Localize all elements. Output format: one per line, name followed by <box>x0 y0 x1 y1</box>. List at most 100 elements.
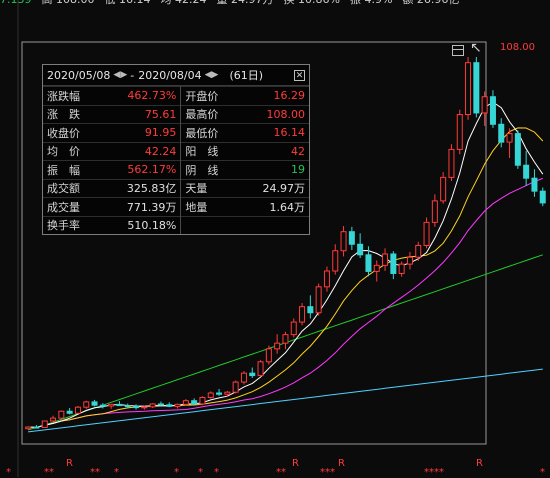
close-icon[interactable]: ✕ <box>294 69 305 81</box>
signal-marker: ** <box>276 467 286 478</box>
stats-label: 成交量 <box>43 197 101 216</box>
stats-label: 最低价 <box>180 123 239 142</box>
candle <box>274 334 281 354</box>
stats-value: 75.61 <box>100 104 182 124</box>
candle <box>216 388 223 396</box>
candle <box>323 266 330 292</box>
stats-value: 24.97万 <box>238 178 309 198</box>
window-icon[interactable] <box>452 45 464 56</box>
candle <box>531 169 538 197</box>
signal-markers: * ** R ** * * * * ** R *** R **** R * <box>0 458 550 478</box>
candle <box>448 144 455 182</box>
stats-value <box>238 215 309 234</box>
candle <box>124 403 131 409</box>
signal-marker: * <box>214 467 219 478</box>
candle <box>398 261 405 277</box>
candle <box>299 303 306 326</box>
signal-marker: R <box>66 458 73 469</box>
stats-row: 涨跌幅 462.73% 开盘价 16.29 <box>43 86 309 105</box>
candle <box>66 408 73 415</box>
selection-box <box>21 41 487 445</box>
candle <box>149 403 156 409</box>
stats-label: 振 幅 <box>43 160 101 179</box>
candle <box>440 172 447 204</box>
candle <box>465 57 472 120</box>
candle <box>99 403 106 409</box>
prev-next-icon[interactable]: ◀▶ <box>113 70 128 80</box>
candle <box>406 251 413 270</box>
quote-item: 7.139 <box>0 0 32 6</box>
stats-value: 462.73% <box>100 86 182 105</box>
stats-value: 16.14 <box>238 123 309 142</box>
stats-row: 振 幅 562.17% 阴 线 19 <box>43 160 309 179</box>
stats-value: 771.39万 <box>100 197 182 216</box>
candle <box>108 403 115 409</box>
quote-item: 均 42.24 <box>161 0 207 6</box>
candle <box>50 415 57 423</box>
candle <box>199 396 206 406</box>
signal-marker: ** <box>90 467 100 478</box>
stats-label <box>180 215 239 234</box>
candle <box>232 380 239 394</box>
quote-item: 换 10.86% <box>284 0 340 6</box>
stats-label: 涨跌幅 <box>43 86 101 105</box>
signal-marker: **** <box>424 467 444 478</box>
candle <box>207 391 214 399</box>
candle <box>456 109 463 155</box>
stats-value: 562.17% <box>100 160 182 179</box>
quote-item: 高 108.00 <box>42 0 95 6</box>
candle <box>481 91 488 126</box>
stats-label: 换手率 <box>43 215 101 234</box>
signal-marker: * <box>198 467 203 478</box>
stats-label: 均 价 <box>43 141 101 161</box>
quote-item: 振 4.9% <box>350 0 392 6</box>
candle <box>166 402 173 408</box>
range-stats-panel: 2020/05/08 ◀▶ - 2020/08/04 ◀▶ (61日) ✕ 涨跌… <box>42 64 310 235</box>
candle <box>58 410 65 419</box>
stats-value: 42 <box>238 141 309 161</box>
panel-header: 2020/05/08 ◀▶ - 2020/08/04 ◀▶ (61日) ✕ <box>43 65 309 86</box>
candle <box>74 405 81 414</box>
signal-marker: R <box>338 458 345 469</box>
arrow-icon[interactable]: ↖ <box>470 40 482 56</box>
candle <box>83 400 90 409</box>
candle <box>382 248 389 272</box>
prev-next-icon[interactable]: ◀▶ <box>204 70 219 80</box>
signal-marker: R <box>476 458 483 469</box>
stats-value: 91.95 <box>100 123 182 142</box>
candle <box>282 331 289 350</box>
candle <box>307 295 314 319</box>
candle <box>133 404 140 410</box>
signal-marker: R <box>292 458 299 469</box>
candle <box>182 399 189 406</box>
candle <box>290 318 297 338</box>
candle <box>498 118 505 148</box>
candle <box>257 360 264 377</box>
stats-label: 天量 <box>180 178 239 198</box>
quote-item: 量 24.97万 <box>217 0 274 6</box>
stats-value: 19 <box>238 160 309 179</box>
candle <box>365 246 372 277</box>
candle <box>423 217 430 249</box>
candle <box>249 367 256 379</box>
stats-label: 地量 <box>180 197 239 216</box>
candle <box>390 251 397 280</box>
stats-row: 换手率 510.18% <box>43 215 309 234</box>
candle <box>174 403 181 409</box>
stats-label: 阳 线 <box>180 141 239 161</box>
signal-marker: * <box>174 467 179 478</box>
quote-item: 额 26.96亿 <box>402 0 459 6</box>
stats-label: 阴 线 <box>180 160 239 179</box>
candle <box>41 420 48 428</box>
candle <box>191 398 198 406</box>
stats-label: 开盘价 <box>180 86 239 105</box>
signal-marker: * <box>6 467 11 478</box>
stats-row: 收盘价 91.95 最低价 16.14 <box>43 123 309 142</box>
ma120-line <box>28 368 543 433</box>
stats-value: 16.29 <box>238 86 309 105</box>
candle <box>348 226 355 250</box>
stats-row: 成交量 771.39万 地量 1.64万 <box>43 197 309 216</box>
candle <box>415 241 422 261</box>
candle <box>141 405 148 410</box>
